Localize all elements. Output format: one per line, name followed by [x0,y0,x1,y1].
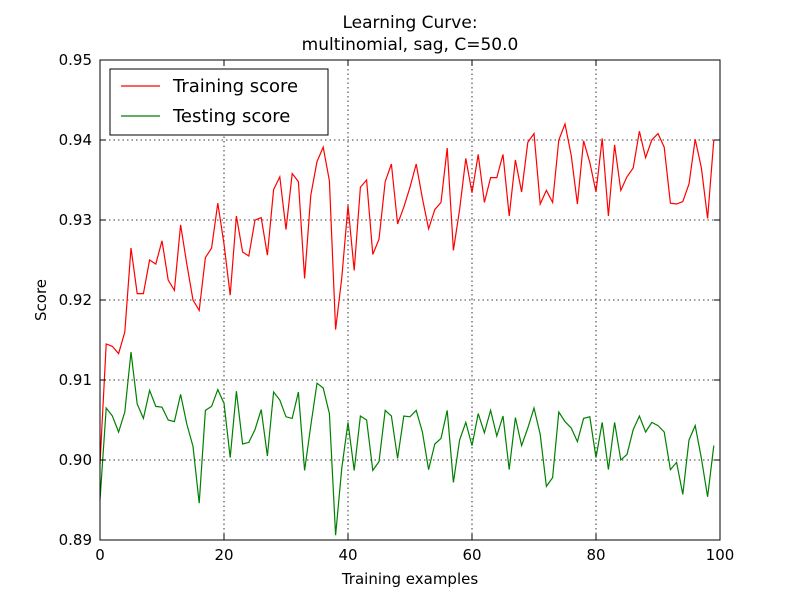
y-tick-label: 0.94 [59,131,92,149]
legend-label-training: Training score [172,76,298,97]
training-score-line [99,121,715,465]
legend-box [109,68,329,136]
x-tick-label: 100 [706,546,735,564]
legend: Training score Testing score [109,68,329,136]
y-tick-label: 0.89 [59,531,92,549]
testing-score-line [99,351,715,536]
x-tick-label: 60 [462,546,481,564]
x-tick-label: 80 [586,546,605,564]
chart-title-line-2: multinomial, sag, C=50.0 [302,35,519,55]
x-axis-label: Training examples [341,570,479,588]
y-tick-label: 0.90 [59,451,92,469]
ticks: 0 20 40 60 80 100 0.89 0.90 0.91 0.92 0.93 0.94 0.95 [59,51,735,564]
y-tick-label: 0.93 [59,211,92,229]
y-tick-label: 0.91 [59,371,92,389]
x-tick-label: 20 [214,546,233,564]
y-axis-label: Score [32,279,50,321]
y-tick-label: 0.92 [59,291,92,309]
x-tick-label: 0 [95,546,105,564]
chart-title-line-1: Learning Curve: [342,13,477,33]
grid [100,60,720,540]
legend-label-testing: Testing score [172,106,290,127]
series-lines [99,121,715,536]
y-tick-label: 0.95 [59,51,92,69]
x-tick-label: 40 [338,546,357,564]
